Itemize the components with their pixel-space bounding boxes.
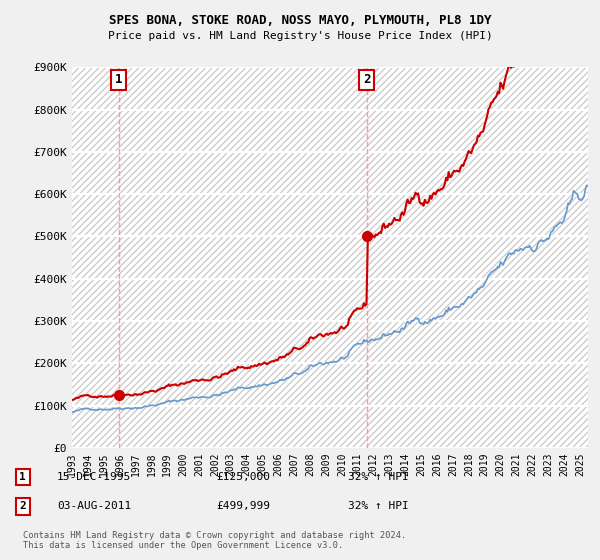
Text: 32% ↑ HPI: 32% ↑ HPI <box>348 501 409 511</box>
Text: 15-DEC-1995: 15-DEC-1995 <box>57 472 131 482</box>
Text: 03-AUG-2011: 03-AUG-2011 <box>57 501 131 511</box>
Text: 1: 1 <box>115 73 123 86</box>
Text: SPES BONA, STOKE ROAD, NOSS MAYO, PLYMOUTH, PL8 1DY: SPES BONA, STOKE ROAD, NOSS MAYO, PLYMOU… <box>109 14 491 27</box>
Text: £125,000: £125,000 <box>216 472 270 482</box>
Text: £499,999: £499,999 <box>216 501 270 511</box>
Text: 2: 2 <box>363 73 371 86</box>
Text: 32% ↑ HPI: 32% ↑ HPI <box>348 472 409 482</box>
Text: 2: 2 <box>19 501 26 511</box>
Text: Contains HM Land Registry data © Crown copyright and database right 2024.
This d: Contains HM Land Registry data © Crown c… <box>23 530 406 550</box>
Text: 1: 1 <box>19 472 26 482</box>
Text: Price paid vs. HM Land Registry's House Price Index (HPI): Price paid vs. HM Land Registry's House … <box>107 31 493 41</box>
